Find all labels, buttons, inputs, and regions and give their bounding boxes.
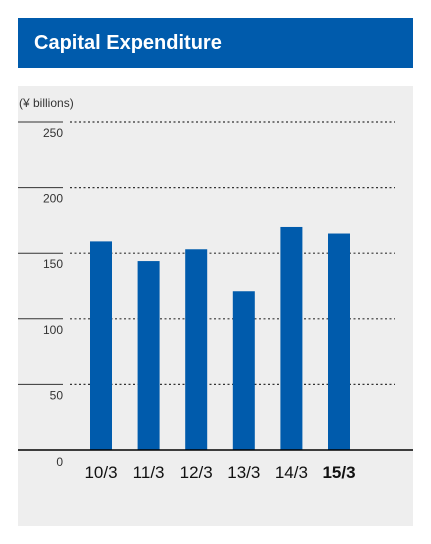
x-tick-label: 12/3 xyxy=(180,463,213,482)
x-tick-label: 13/3 xyxy=(227,463,260,482)
x-tick-label: 10/3 xyxy=(84,463,117,482)
x-tick-label: 14/3 xyxy=(275,463,308,482)
y-tick-label: 200 xyxy=(43,192,63,206)
bar xyxy=(137,261,160,450)
y-tick-label: 100 xyxy=(43,323,63,337)
x-tick-label: 11/3 xyxy=(133,463,165,482)
bar xyxy=(185,249,208,450)
bar-layer xyxy=(90,226,350,450)
bar xyxy=(90,241,112,450)
bar xyxy=(280,226,303,450)
chart-header: Capital Expenditure xyxy=(0,0,431,86)
bar xyxy=(232,291,255,450)
chart-title: Capital Expenditure xyxy=(34,32,222,54)
y-tick-label: 50 xyxy=(50,388,64,402)
x-tick-label: 15/3 xyxy=(322,463,355,482)
x-tick-labels: 10/3 11/3 12/3 13/3 14/3 15/3 xyxy=(84,463,355,482)
title-band: Capital Expenditure xyxy=(18,18,413,68)
y-tick-label: 150 xyxy=(43,257,63,271)
unit-label: (¥ billions) xyxy=(19,96,74,110)
y-tick-label: 0 xyxy=(56,455,63,469)
y-tick-label: 250 xyxy=(43,126,63,140)
bar xyxy=(328,233,350,450)
